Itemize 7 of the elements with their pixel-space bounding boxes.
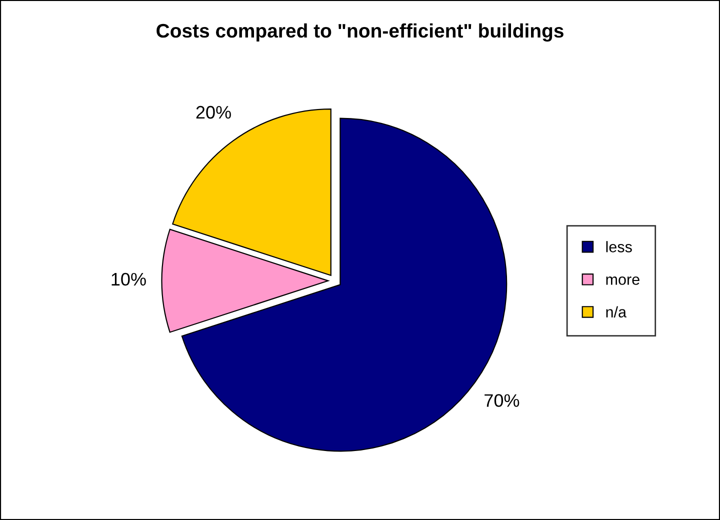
legend-label: n/a xyxy=(606,306,627,318)
chart-title: Costs compared to "non-efficient" buildings xyxy=(156,23,564,42)
data-label: 10% xyxy=(112,272,146,286)
legend-label: less xyxy=(606,241,632,252)
data-label: 20% xyxy=(196,106,231,119)
legend-label: more xyxy=(606,276,640,285)
data-label: 70% xyxy=(484,394,520,407)
